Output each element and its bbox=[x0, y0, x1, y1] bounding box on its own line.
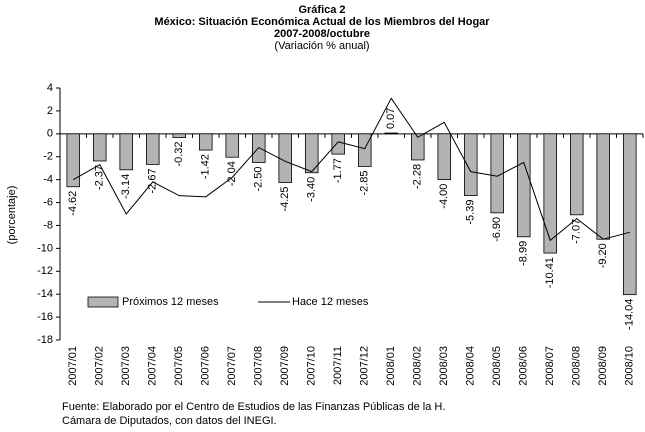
x-tick-label: 2007/01 bbox=[67, 346, 79, 386]
x-tick-label: 2007/07 bbox=[226, 346, 238, 386]
y-tick-label: -16 bbox=[37, 311, 53, 323]
legend-label: Próximos 12 meses bbox=[122, 296, 219, 308]
data-label: -0.32 bbox=[173, 141, 185, 166]
y-tick-label: -6 bbox=[43, 196, 53, 208]
x-tick-label: 2008/06 bbox=[518, 346, 530, 386]
y-axis-label: (porcentaje) bbox=[6, 186, 18, 245]
y-tick-label: 2 bbox=[47, 105, 53, 117]
source-note: Cámara de Diputados, con datos del INEGI… bbox=[62, 415, 277, 427]
bar bbox=[304, 133, 319, 174]
x-tick-label: 2007/03 bbox=[120, 346, 132, 386]
bar bbox=[357, 133, 372, 167]
data-label: -14.04 bbox=[624, 299, 636, 330]
bar bbox=[543, 133, 558, 254]
data-label: -2.28 bbox=[412, 164, 424, 189]
y-tick-label: -10 bbox=[37, 242, 53, 254]
data-label: 0.07 bbox=[385, 108, 397, 129]
x-tick-label: 2008/09 bbox=[597, 346, 609, 386]
bar bbox=[463, 133, 478, 196]
x-tick-label: 2007/08 bbox=[253, 346, 265, 386]
y-tick-label: -12 bbox=[37, 265, 53, 277]
y-tick-label: -14 bbox=[37, 288, 53, 300]
bar bbox=[596, 133, 611, 240]
bar bbox=[278, 133, 293, 183]
data-label: -2.50 bbox=[253, 166, 265, 191]
data-label: -1.77 bbox=[332, 158, 344, 183]
bar bbox=[516, 133, 531, 238]
data-label: -2.67 bbox=[147, 168, 159, 193]
y-tick-label: -2 bbox=[43, 151, 53, 163]
x-tick-label: 2008/03 bbox=[438, 346, 450, 386]
data-label: -2.85 bbox=[359, 170, 371, 195]
chart-subtitle: (Variación % anual) bbox=[274, 40, 369, 52]
data-label: -9.20 bbox=[597, 243, 609, 268]
y-tick-label: -4 bbox=[43, 174, 53, 186]
x-tick-label: 2008/05 bbox=[491, 346, 503, 386]
legend-swatch bbox=[87, 296, 119, 308]
x-tick-label: 2008/10 bbox=[624, 346, 636, 386]
bar bbox=[437, 133, 452, 181]
y-tick-label: 0 bbox=[47, 128, 53, 140]
data-label: -4.00 bbox=[438, 184, 450, 209]
x-tick-label: 2008/02 bbox=[412, 346, 424, 386]
line-series bbox=[73, 97, 630, 242]
chart-title-line: 2007-2008/octubre bbox=[274, 28, 370, 40]
bar bbox=[622, 133, 637, 296]
data-label: -4.25 bbox=[279, 187, 291, 212]
bar bbox=[384, 132, 399, 135]
bar bbox=[92, 133, 107, 162]
bar bbox=[145, 133, 160, 165]
y-tick-label: -18 bbox=[37, 334, 53, 346]
data-label: -2.04 bbox=[226, 161, 238, 186]
chart-title: Gráfica 2 bbox=[298, 4, 345, 16]
data-label: -3.14 bbox=[120, 174, 132, 199]
x-tick-label: 2007/11 bbox=[332, 346, 344, 385]
bar bbox=[198, 133, 213, 151]
x-tick-label: 2008/08 bbox=[571, 346, 583, 386]
x-tick-label: 2007/09 bbox=[279, 346, 291, 386]
y-tick-label: -8 bbox=[43, 219, 53, 231]
bar bbox=[119, 133, 134, 171]
legend-label: Hace 12 meses bbox=[292, 296, 369, 308]
bar bbox=[569, 133, 584, 216]
bar bbox=[410, 133, 425, 161]
data-label: -1.42 bbox=[200, 154, 212, 179]
source-note: Fuente: Elaborado por el Centro de Estud… bbox=[62, 401, 445, 413]
chart-title-line: México: Situación Económica Actual de lo… bbox=[154, 16, 490, 28]
data-label: -4.62 bbox=[67, 191, 79, 216]
data-label: -10.41 bbox=[544, 257, 556, 288]
y-tick-label: 4 bbox=[47, 82, 53, 94]
x-tick-label: 2008/01 bbox=[385, 346, 397, 386]
data-label: -7.07 bbox=[571, 219, 583, 244]
x-tick-label: 2007/10 bbox=[306, 346, 318, 386]
x-tick-label: 2008/07 bbox=[544, 346, 556, 386]
x-tick-label: 2008/04 bbox=[465, 346, 477, 386]
bar bbox=[225, 133, 240, 158]
bar bbox=[331, 133, 346, 155]
data-label: -2.37 bbox=[94, 165, 106, 190]
data-label: -5.39 bbox=[465, 200, 477, 225]
x-tick-label: 2007/02 bbox=[94, 346, 106, 386]
bar bbox=[172, 133, 187, 138]
x-tick-label: 2007/04 bbox=[147, 346, 159, 386]
x-tick-label: 2007/05 bbox=[173, 346, 185, 386]
data-label: -3.40 bbox=[306, 177, 318, 202]
data-label: -6.90 bbox=[491, 217, 503, 242]
x-tick-label: 2007/06 bbox=[200, 346, 212, 386]
bar bbox=[66, 133, 81, 188]
data-label: -8.99 bbox=[518, 241, 530, 266]
x-tick-label: 2007/12 bbox=[359, 346, 371, 386]
